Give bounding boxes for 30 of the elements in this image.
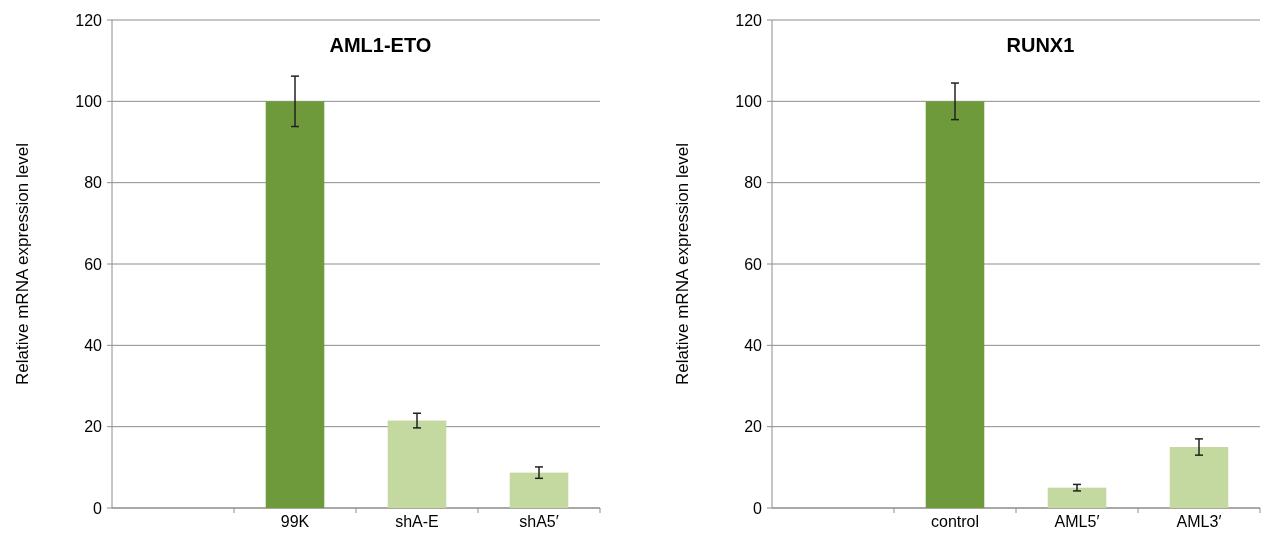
y-tick-label: 60 bbox=[744, 255, 763, 273]
y-tick-label: 20 bbox=[84, 418, 103, 436]
bar bbox=[265, 101, 325, 508]
y-tick-label: 20 bbox=[744, 418, 763, 436]
y-tick-label: 80 bbox=[84, 174, 103, 192]
x-tick-label: control bbox=[930, 513, 980, 530]
y-tick-label: 40 bbox=[84, 336, 103, 354]
y-tick-label: 0 bbox=[93, 499, 103, 517]
bar bbox=[1047, 487, 1107, 508]
x-tick-label: AML5′ bbox=[1054, 513, 1100, 530]
bar bbox=[925, 101, 985, 508]
x-tick-label: shA-E bbox=[395, 513, 439, 530]
text: AML1-ETO bbox=[329, 34, 432, 56]
bar bbox=[387, 420, 447, 508]
y-tick-label: 0 bbox=[753, 499, 763, 517]
y-tick-label: 120 bbox=[75, 11, 103, 29]
y-tick-label: 60 bbox=[84, 255, 103, 273]
bar bbox=[1169, 447, 1229, 508]
bar bbox=[509, 472, 569, 508]
y-tick-label: 100 bbox=[735, 92, 763, 110]
x-tick-label: AML3′ bbox=[1176, 513, 1222, 530]
y-tick-label: 100 bbox=[75, 92, 103, 110]
y-tick-label: 80 bbox=[744, 174, 763, 192]
x-tick-label: shA5′ bbox=[519, 513, 559, 530]
x-tick-label: 99K bbox=[280, 513, 310, 530]
y-tick-label: 120 bbox=[735, 11, 763, 29]
text: RUNX1 bbox=[1006, 34, 1075, 56]
y-axis-title: Relative mRNA expression level bbox=[13, 143, 32, 385]
y-tick-label: 40 bbox=[744, 336, 763, 354]
y-axis-title: Relative mRNA expression level bbox=[673, 143, 692, 385]
